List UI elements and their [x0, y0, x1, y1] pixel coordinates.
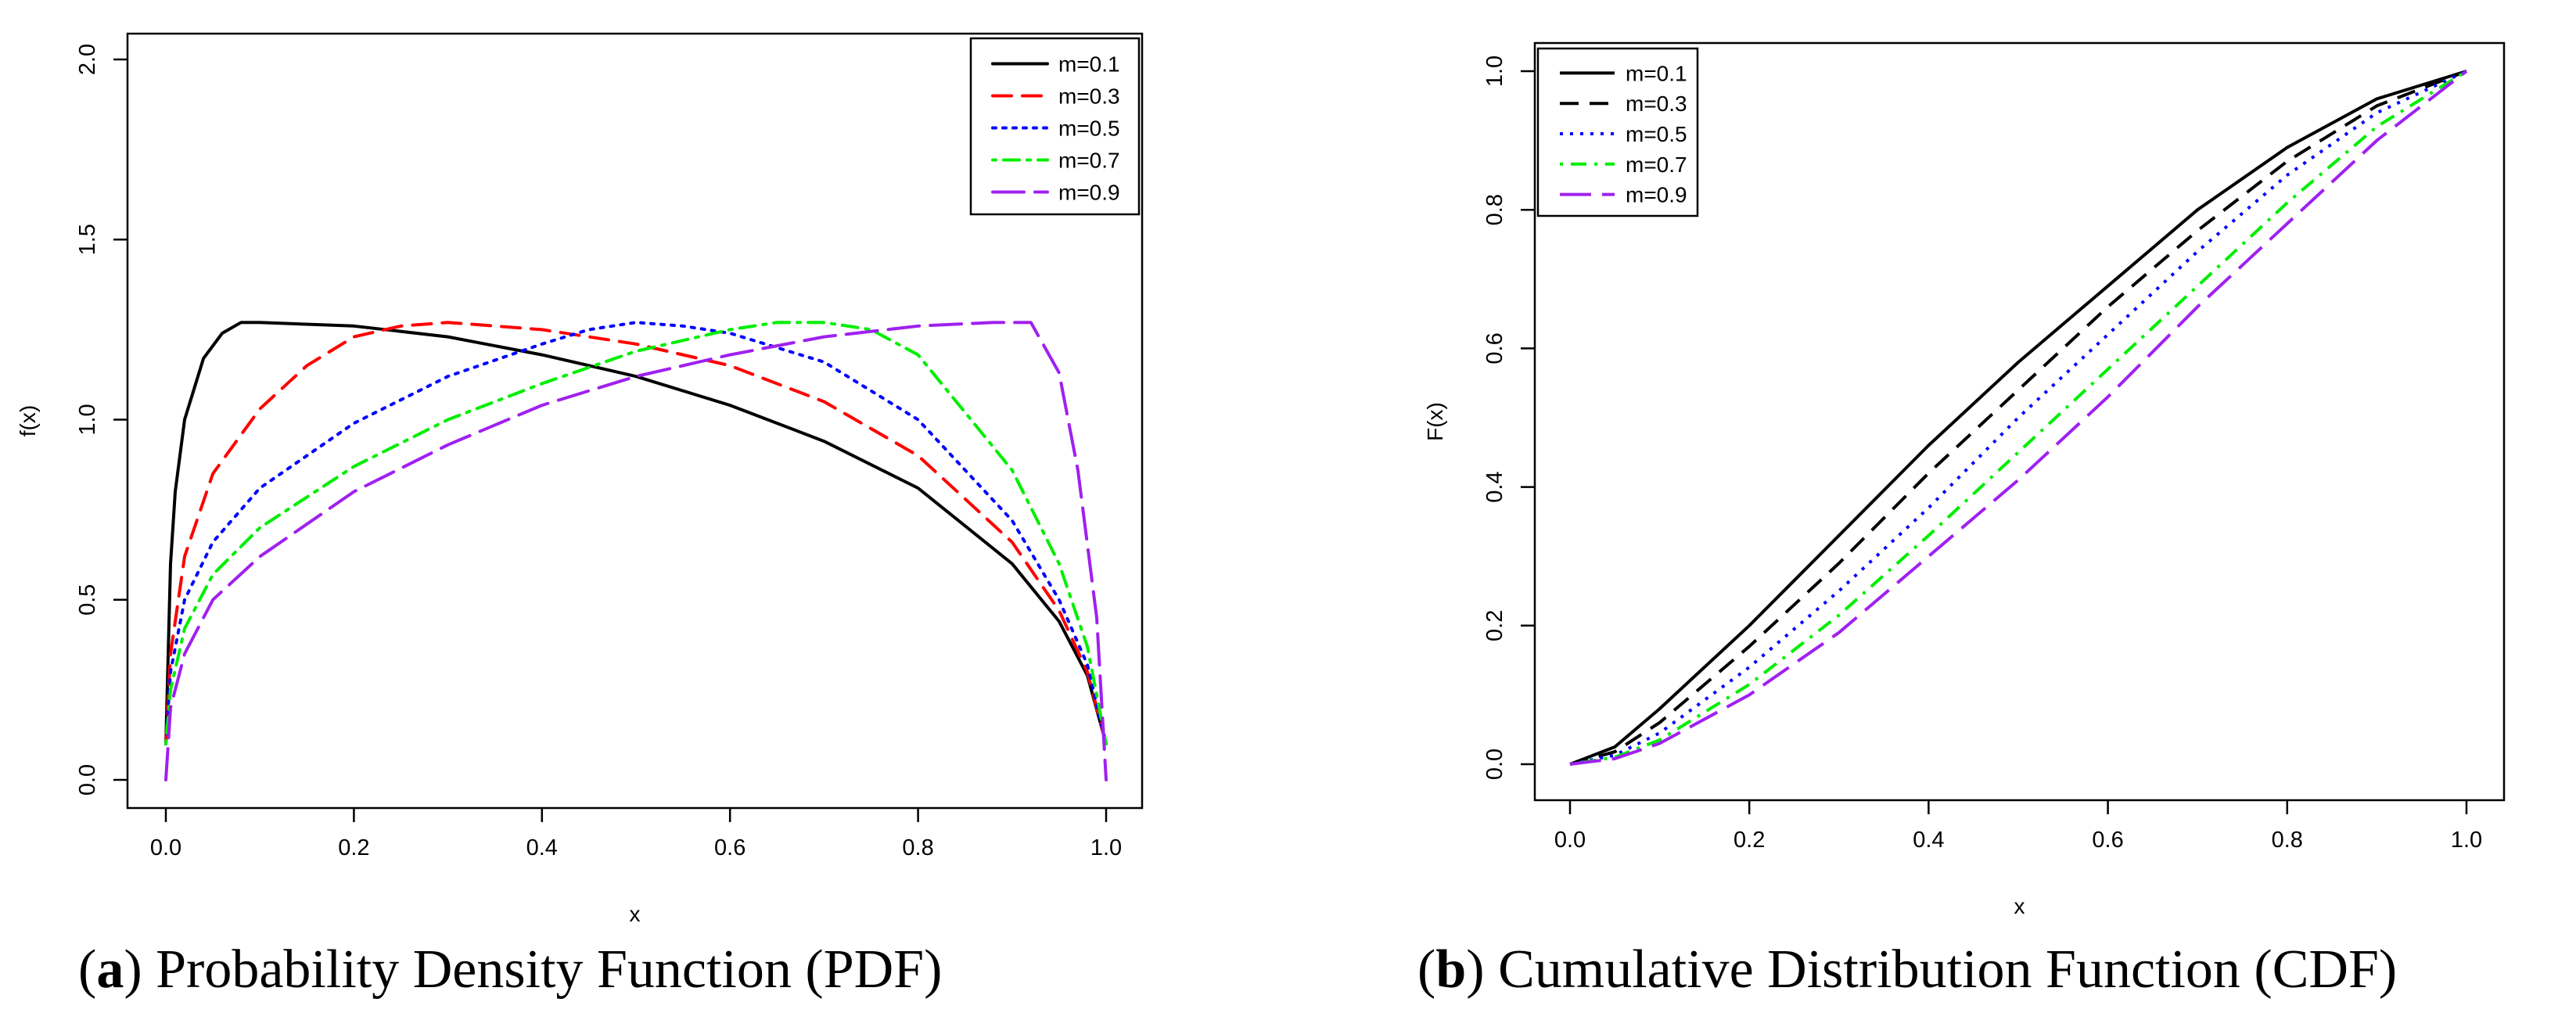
pdf-y-tick-label: 2.0 — [75, 44, 100, 75]
cdf-series-line-1 — [1569, 70, 2467, 766]
pdf-y-tick-label: 1.5 — [75, 224, 100, 255]
cdf-y-tick-label: 0.4 — [1482, 471, 1507, 502]
pdf-legend-label-3: m=0.5 — [1058, 117, 1120, 141]
cdf-legend-label-2: m=0.3 — [1626, 92, 1687, 116]
cdf-y-axis-label: F(x) — [1423, 402, 1447, 441]
cdf-plot-frame — [1533, 41, 2506, 802]
cdf-series-line-3 — [1569, 70, 2467, 766]
cdf-series-line-2 — [1569, 70, 2467, 766]
pdf-legend-label-5: m=0.9 — [1058, 181, 1120, 205]
cdf-y-tick-label: 0.2 — [1482, 610, 1507, 641]
cdf-x-tick-label: 0.8 — [2272, 828, 2303, 853]
cdf-y-tick-label: 0.0 — [1482, 749, 1507, 780]
pdf-x-tick-label: 0.6 — [714, 835, 745, 860]
pdf-series-line-4 — [164, 321, 1108, 745]
pdf-x-tick-label: 0.0 — [150, 835, 181, 860]
pdf-x-axis-label: x — [630, 902, 641, 926]
cdf-x-tick-label: 0.0 — [1554, 828, 1586, 853]
cdf-legend-label-5: m=0.9 — [1626, 183, 1687, 207]
cdf-series-line-5 — [1569, 70, 2468, 766]
pdf-plot-frame — [126, 32, 1144, 810]
pdf-y-tick-label: 0.0 — [75, 764, 100, 796]
caption-a-letter: a — [96, 939, 124, 1000]
pdf-y-tick-label: 0.5 — [75, 584, 100, 616]
caption-b-text: Cumulative Distribution Function (CDF) — [1484, 939, 2398, 1000]
cdf-x-tick-label: 0.2 — [1734, 828, 1765, 853]
cdf-chart: 0.0 0.2 0.4 0.6 0.8 1.0 0.0 0.2 0.4 0.6 0.8 1.0 x F(x… — [1423, 41, 2506, 918]
cdf-series-line-4 — [1569, 70, 2468, 766]
caption-a-text: Probability Density Function (PDF) — [142, 939, 943, 1000]
pdf-legend-box — [969, 37, 1141, 216]
cdf-x-tick-label: 0.4 — [1913, 828, 1944, 853]
pdf-y-tick-label: 1.0 — [75, 404, 100, 435]
cdf-y-tick-label: 0.8 — [1482, 194, 1507, 225]
pdf-legend-label-4: m=0.7 — [1058, 149, 1120, 173]
pdf-x-tick-label: 0.4 — [526, 835, 558, 860]
pdf-series-line-1 — [164, 321, 1108, 745]
pdf-chart: 0.0 0.2 0.4 0.6 0.8 1.0 0.0 0.5 1.0 1.5 2.0 x f(x) m=… — [16, 32, 1144, 926]
pdf-x-tick-label: 1.0 — [1090, 835, 1122, 860]
pdf-series-line-3 — [164, 321, 1108, 745]
caption-a: (a) Probability Density Function (PDF) — [78, 939, 943, 1000]
pdf-legend-label-2: m=0.3 — [1058, 84, 1120, 109]
pdf-series-line-5 — [164, 321, 1108, 781]
cdf-y-tick-label: 1.0 — [1482, 56, 1507, 87]
pdf-x-tick-label: 0.8 — [902, 835, 933, 860]
pdf-y-axis-label: f(x) — [16, 405, 40, 436]
cdf-x-axis-label: x — [2014, 894, 2025, 918]
cdf-x-tick-label: 1.0 — [2451, 828, 2482, 853]
cdf-legend-label-1: m=0.1 — [1626, 61, 1687, 85]
cdf-legend-box — [1536, 47, 1699, 217]
pdf-x-tick-label: 0.2 — [338, 835, 369, 860]
caption-b: (b) Cumulative Distribution Function (CD… — [1417, 939, 2398, 1000]
cdf-y-tick-label: 0.6 — [1482, 332, 1507, 364]
pdf-series-line-2 — [164, 321, 1108, 745]
pdf-legend-label-1: m=0.1 — [1058, 52, 1120, 77]
cdf-legend-label-3: m=0.5 — [1626, 122, 1687, 146]
cdf-legend-label-4: m=0.7 — [1626, 153, 1687, 177]
cdf-x-tick-label: 0.6 — [2092, 828, 2123, 853]
caption-b-letter: b — [1435, 939, 1467, 1000]
